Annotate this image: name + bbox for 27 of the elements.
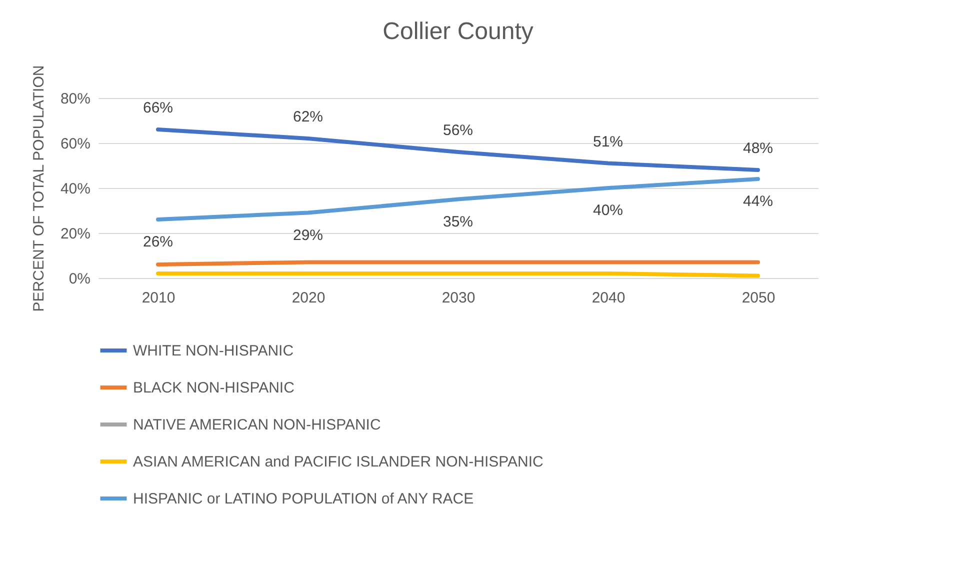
legend-label: ASIAN AMERICAN and PACIFIC ISLANDER NON-HISPANIC (133, 454, 544, 470)
data-label: 44% (742, 193, 774, 210)
y-tick-label: 0% (68, 270, 90, 288)
legend-label: BLACK NON-HISPANIC (133, 380, 295, 396)
y-axis-title: PERCENT OF TOTAL POPULATION (30, 65, 48, 312)
data-label: 51% (592, 133, 624, 150)
y-tick-label: 80% (60, 90, 90, 108)
data-label: 66% (142, 100, 174, 116)
data-label: 56% (442, 122, 474, 139)
x-tick-label: 2050 (742, 290, 776, 306)
legend-label: NATIVE AMERICAN NON-HISPANIC (133, 416, 381, 434)
x-tick-label: 2020 (292, 290, 326, 306)
data-label: 26% (142, 234, 174, 250)
x-tick-label: 2030 (442, 290, 476, 306)
y-tick-label: 20% (60, 226, 90, 242)
data-label: 29% (292, 226, 324, 244)
x-tick-label: 2010 (142, 290, 176, 306)
data-label: 48% (742, 140, 774, 157)
legend-label: WHITE NON-HISPANIC (133, 342, 294, 360)
x-tick-label: 2040 (592, 290, 626, 306)
chart-title: Collier County (382, 18, 534, 46)
data-label: 62% (292, 108, 324, 126)
y-tick-label: 60% (60, 136, 90, 152)
data-label: 35% (442, 213, 474, 230)
data-label: 40% (592, 202, 624, 219)
y-tick-label: 40% (60, 180, 90, 198)
legend-label: HISPANIC or LATINO POPULATION of ANY RACE (133, 490, 474, 508)
